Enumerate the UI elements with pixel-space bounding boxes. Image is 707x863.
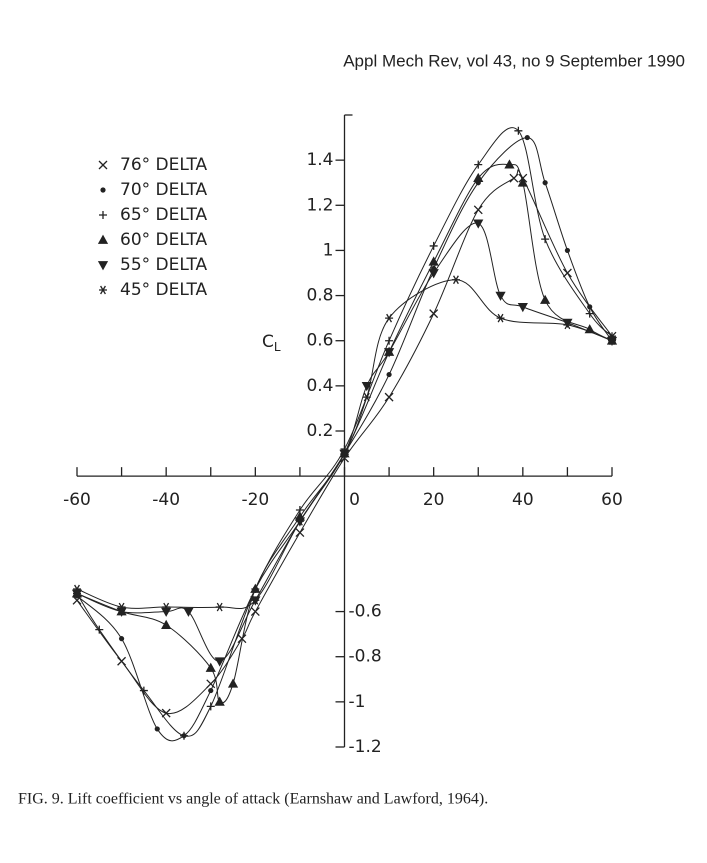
data-point: [206, 702, 215, 711]
data-point: [95, 625, 104, 634]
data-point: [205, 662, 216, 672]
legend-label: 55° DELTA: [120, 255, 208, 275]
legend-marker: [97, 261, 109, 271]
data-point: [384, 392, 394, 402]
x-tick-label: 0: [349, 490, 360, 510]
data-point: [161, 619, 172, 629]
y-tick-label: -1.2: [349, 737, 382, 757]
caption: FIG. 9. Lift coefficient vs angle of att…: [18, 791, 488, 808]
data-point: [117, 602, 126, 612]
data-point: [386, 371, 392, 378]
data-point: [509, 173, 519, 183]
y-tick-label: -0.6: [349, 602, 382, 622]
data-point: [214, 696, 225, 706]
data-point: [608, 336, 616, 346]
data-point: [451, 275, 460, 285]
data-point: [473, 219, 484, 229]
data-point: [514, 126, 523, 135]
data-point: [237, 634, 247, 644]
header: Appl Mech Rev, vol 43, no 9 September 19…: [343, 51, 685, 70]
data-point: [504, 159, 515, 169]
data-point: [585, 309, 594, 318]
x-tick-label: 20: [423, 490, 445, 510]
y-label-main: C: [262, 332, 274, 352]
x-tick-label: -40: [152, 490, 180, 510]
data-point: [429, 241, 438, 250]
data-point: [362, 392, 371, 402]
data-point: [118, 636, 125, 642]
data-point: [564, 247, 571, 254]
data-point: [295, 528, 305, 538]
y-axis-label: CL: [262, 332, 281, 354]
y-tick-label: 1.4: [306, 150, 333, 170]
legend-label: 76° DELTA: [120, 155, 208, 175]
data-point: [73, 584, 81, 594]
data-point: [340, 449, 349, 458]
y-tick-label: 0.6: [306, 331, 333, 351]
y-label-sub: L: [274, 340, 281, 354]
y-tick-label: -0.8: [349, 647, 382, 667]
data-point: [161, 708, 171, 718]
data-point: [495, 291, 506, 301]
data-point: [473, 205, 483, 215]
data-point: [540, 294, 551, 304]
legend-marker: [97, 234, 109, 244]
legend-label: 60° DELTA: [120, 230, 208, 250]
data-point: [361, 382, 372, 392]
y-tick-label: 0.4: [306, 376, 333, 396]
x-tick-label: 40: [512, 490, 534, 510]
data-point: [524, 134, 530, 141]
y-tick-label: -1: [349, 692, 366, 712]
x-tick-label: 60: [601, 490, 623, 510]
data-point: [385, 313, 394, 323]
legend-marker: [98, 160, 108, 170]
data-point: [139, 686, 148, 695]
data-point: [183, 607, 194, 617]
x-tick-label: -20: [241, 490, 269, 510]
data-point: [428, 269, 439, 279]
data-point: [206, 679, 216, 689]
series-curve: [76, 137, 613, 742]
legend-label: 45° DELTA: [120, 280, 208, 300]
data-point: [250, 607, 260, 617]
series-curve: [76, 222, 613, 662]
y-tick-label: 1: [323, 240, 334, 260]
data-point: [227, 678, 239, 688]
data-point: [541, 235, 550, 244]
legend-marker: [99, 211, 107, 219]
legend-marker: [99, 285, 107, 295]
data-point: [180, 731, 188, 740]
data-point: [473, 172, 484, 183]
data-point: [562, 268, 572, 278]
legend-label: 70° DELTA: [120, 180, 208, 200]
data-point: [428, 256, 439, 266]
data-point: [429, 309, 439, 319]
data-point: [383, 348, 395, 358]
data-point: [250, 583, 261, 593]
data-point: [587, 304, 593, 310]
data-point: [208, 687, 214, 694]
data-point: [542, 180, 548, 186]
data-point: [295, 516, 304, 526]
x-tick-label: -60: [63, 490, 91, 510]
y-tick-label: 0.8: [306, 286, 333, 306]
data-point: [214, 657, 225, 667]
data-point: [385, 336, 394, 345]
data-point: [563, 320, 572, 330]
y-tick-label: 1.2: [306, 195, 333, 215]
data-point: [162, 602, 171, 612]
legend-marker: [100, 187, 106, 193]
y-tick-label: 0.2: [306, 421, 333, 441]
data-point: [154, 726, 160, 732]
data-point: [474, 160, 483, 169]
data-point: [215, 602, 224, 612]
data-point: [496, 313, 505, 323]
data-point: [517, 303, 528, 313]
legend-label: 65° DELTA: [120, 205, 208, 225]
data-point: [517, 177, 528, 187]
data-point: [251, 595, 260, 605]
